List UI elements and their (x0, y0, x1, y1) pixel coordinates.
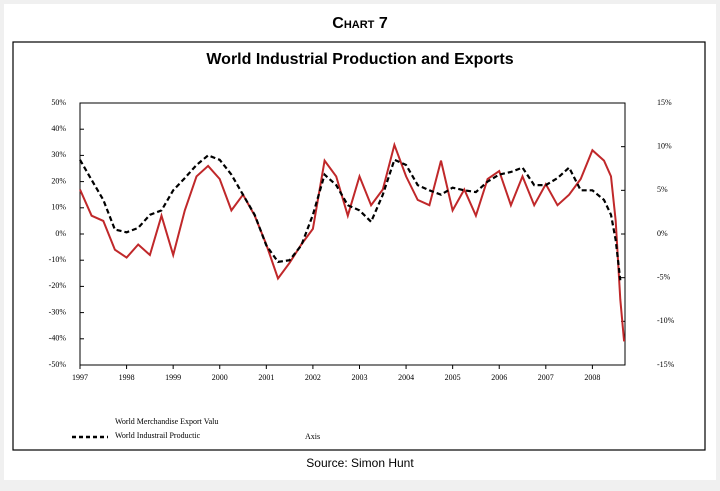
x-tick-label: 1998 (119, 373, 135, 382)
x-tick-label: 2001 (258, 373, 274, 382)
page (4, 4, 716, 480)
x-tick-label: 1997 (72, 373, 88, 382)
y-tick-label: 50% (51, 98, 66, 107)
x-tick-label: 2008 (584, 373, 600, 382)
y-tick-label: 0% (55, 229, 66, 238)
x-tick-label: 2003 (351, 373, 367, 382)
annotation: Axis (305, 432, 320, 441)
x-tick-label: 1999 (165, 373, 181, 382)
chart-title: World Industrial Production and Exports (206, 51, 513, 68)
y-tick-label: -20% (49, 281, 67, 290)
y-tick-label: 20% (51, 176, 66, 185)
y2-tick-label: -15% (657, 360, 675, 369)
legend-label: World Industrail Productic (115, 431, 201, 440)
y-tick-label: 40% (51, 124, 66, 133)
series-line (79, 141, 626, 342)
chart-label: Chart 7 (332, 15, 388, 32)
y2-tick-label: 0% (657, 229, 668, 238)
y-tick-label: -30% (49, 307, 67, 316)
x-tick-label: 2007 (538, 373, 554, 382)
y2-tick-label: 5% (657, 185, 668, 194)
legend-label: World Merchandise Export Valu (115, 417, 218, 426)
y2-tick-label: 10% (657, 141, 672, 150)
y2-tick-label: -10% (657, 316, 675, 325)
series-line (79, 154, 622, 281)
x-tick-label: 2002 (305, 373, 321, 382)
y2-tick-label: -5% (657, 272, 671, 281)
frame (12, 41, 706, 451)
y2-tick-label: 15% (657, 98, 672, 107)
x-tick-label: 2004 (398, 373, 414, 382)
y-tick-label: -10% (49, 255, 67, 264)
y-tick-label: -50% (49, 360, 67, 369)
x-tick-label: 2006 (491, 373, 507, 382)
source: Source: Simon Hunt (306, 456, 414, 470)
y-tick-label: -40% (49, 334, 67, 343)
x-tick-label: 2005 (445, 373, 461, 382)
y-tick-label: 10% (51, 203, 66, 212)
y-tick-label: 30% (51, 150, 66, 159)
x-tick-label: 2000 (212, 373, 228, 382)
